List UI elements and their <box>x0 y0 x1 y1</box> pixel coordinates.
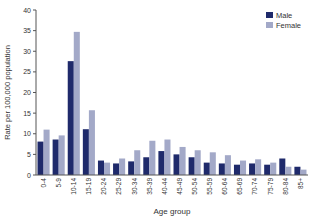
legend-label: Male <box>276 11 292 20</box>
legend-label: Female <box>276 21 301 30</box>
bar <box>219 163 225 175</box>
bar <box>234 165 240 175</box>
bar <box>38 142 44 175</box>
y-tick-label: 25 <box>23 68 31 75</box>
x-tick-label: 85+ <box>297 178 304 189</box>
bar <box>270 163 276 175</box>
bar <box>134 150 140 175</box>
bar <box>294 167 300 175</box>
bar <box>240 161 246 175</box>
y-axis-title: Rate per 100,000 population <box>3 45 12 140</box>
y-tick-label: 5 <box>27 151 31 158</box>
x-axis <box>36 175 308 176</box>
bar <box>164 140 170 175</box>
y-axis <box>36 10 37 175</box>
x-tick-label: 60-64 <box>221 178 228 195</box>
x-tick-label: 45-49 <box>176 178 183 195</box>
y-tick-label: 30 <box>23 48 31 55</box>
x-tick-label: 20-24 <box>100 178 107 195</box>
bar <box>53 140 59 175</box>
y-tick-label: 15 <box>23 110 31 117</box>
x-axis-title: Age group <box>154 207 191 216</box>
x-tick-label: 35-39 <box>146 178 153 195</box>
x-tick-label: 65-69 <box>236 178 243 195</box>
bar <box>44 130 50 175</box>
bar <box>143 157 149 175</box>
x-tick-label: 75-79 <box>267 178 274 195</box>
y-tick-label: 0 <box>27 172 31 179</box>
x-tick-label: 80-84 <box>282 178 289 195</box>
x-tick-label: 10-14 <box>70 178 77 195</box>
bar <box>89 110 95 175</box>
y-tick-label: 40 <box>23 7 31 14</box>
bar <box>59 135 65 175</box>
x-tick-label: 50-54 <box>191 178 198 195</box>
bar <box>279 159 285 176</box>
bars <box>38 32 307 175</box>
bar <box>119 159 125 176</box>
x-tick-label: 70-74 <box>251 178 258 195</box>
legend-swatch <box>266 22 273 28</box>
x-tick-label: 25-29 <box>115 178 122 195</box>
y-tick-label: 20 <box>23 89 31 96</box>
x-tick-label: 30-34 <box>131 178 138 195</box>
bar <box>104 163 110 175</box>
x-tick-label: 55-59 <box>206 178 213 195</box>
y-tick-label: 35 <box>23 27 31 34</box>
bar <box>300 170 306 175</box>
bar <box>98 161 104 175</box>
bar <box>195 150 201 175</box>
x-tick-label: 0-4 <box>40 178 47 188</box>
bar <box>113 163 119 175</box>
bar <box>204 163 210 175</box>
bar <box>249 163 255 175</box>
x-tick-label: 15-19 <box>85 178 92 195</box>
bar <box>158 151 164 175</box>
legend-swatch <box>266 12 273 18</box>
x-tick-label: 5-9 <box>55 178 62 188</box>
bar <box>264 165 270 175</box>
bar <box>128 161 134 175</box>
bar <box>74 32 80 175</box>
bar <box>83 129 89 175</box>
bar <box>225 155 231 175</box>
bar <box>180 147 186 175</box>
bar <box>68 61 74 175</box>
bar <box>189 157 195 175</box>
x-tick-label: 40-44 <box>161 178 168 195</box>
bar <box>255 159 261 175</box>
bar <box>285 167 291 175</box>
bar <box>210 152 216 175</box>
chart: 0 5 10 15 20 25 30 35 40 0-4 5-9 10-14 15-19 20-24 25-… <box>0 0 313 221</box>
y-tick-label: 10 <box>23 130 31 137</box>
bar <box>174 154 180 175</box>
bar <box>149 141 155 175</box>
